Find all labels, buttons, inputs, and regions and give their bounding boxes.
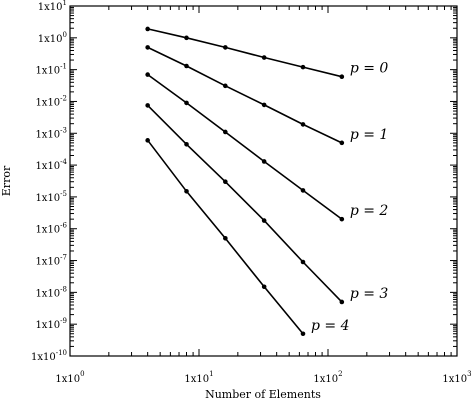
data-point	[339, 74, 345, 79]
y-tick-label: 1x10-9	[35, 317, 67, 331]
data-point	[145, 138, 150, 143]
series-label: p = 3	[350, 286, 389, 302]
y-tick-label: 1x10-4	[35, 158, 67, 172]
y-tick-label: 1x10-3	[35, 126, 67, 140]
data-point	[145, 103, 150, 108]
x-tick-label: 1x101	[184, 370, 213, 385]
data-point	[184, 100, 189, 106]
data-point	[261, 284, 267, 290]
data-point	[300, 64, 306, 70]
data-point	[145, 72, 150, 77]
plot-frame	[69, 5, 458, 357]
x-tick-labels: 1x100 1x101 1x102 1x103	[55, 370, 471, 385]
data-point	[223, 83, 228, 89]
data-point	[184, 189, 189, 194]
data-point	[145, 26, 150, 32]
series-label: p = 0	[350, 61, 389, 77]
data-point	[261, 102, 267, 108]
data-point	[223, 129, 228, 135]
data-point	[261, 159, 267, 164]
y-tick-label: 1x10-6	[35, 222, 67, 236]
data-point	[145, 45, 150, 50]
x-tick-label: 1x102	[313, 370, 342, 385]
series-group: p = 0 p = 1 p = 2 p = 3p = 4	[145, 26, 389, 337]
data-point	[261, 55, 267, 60]
data-point	[223, 236, 228, 241]
data-point	[300, 188, 306, 193]
series-label: p = 1	[350, 127, 389, 143]
data-point	[300, 122, 306, 127]
y-tick-label: 1x10-10	[31, 349, 67, 363]
data-point	[339, 216, 345, 222]
y-tick-label: 1x101	[38, 0, 67, 13]
data-point	[184, 35, 189, 41]
series-label: p = 4	[311, 318, 350, 334]
series-line	[147, 28, 342, 78]
data-point	[223, 179, 228, 185]
data-point	[339, 299, 345, 305]
series-label: p = 2	[350, 203, 389, 219]
y-tick-labels: 1x101 1x100 1x10-1 1x10-2 1x10-3 1x10-4 1x10-5…	[31, 0, 68, 363]
y-tick-label: 1x100	[38, 31, 67, 45]
y-tick-label: 1x10-2	[35, 94, 67, 108]
x-axis-title: Number of Elements	[205, 388, 321, 401]
data-point	[261, 218, 267, 223]
y-tick-label: 1x10-7	[35, 254, 67, 268]
series-line	[147, 104, 343, 303]
y-axis-title: Error	[0, 165, 13, 196]
series-line	[147, 46, 343, 144]
data-point	[300, 331, 306, 337]
data-point	[300, 259, 306, 265]
x-tick-label: 1x103	[442, 370, 471, 385]
series-line	[147, 73, 343, 220]
data-point	[184, 63, 189, 69]
data-point	[339, 140, 345, 146]
y-tick-label: 1x10-1	[35, 63, 67, 77]
y-tick-label: 1x10-5	[35, 190, 67, 204]
y-tick-label: 1x10-8	[35, 285, 67, 299]
data-point	[184, 142, 189, 147]
data-point	[223, 45, 228, 50]
axis-ticks	[69, 5, 458, 357]
x-tick-label: 1x100	[55, 370, 84, 385]
